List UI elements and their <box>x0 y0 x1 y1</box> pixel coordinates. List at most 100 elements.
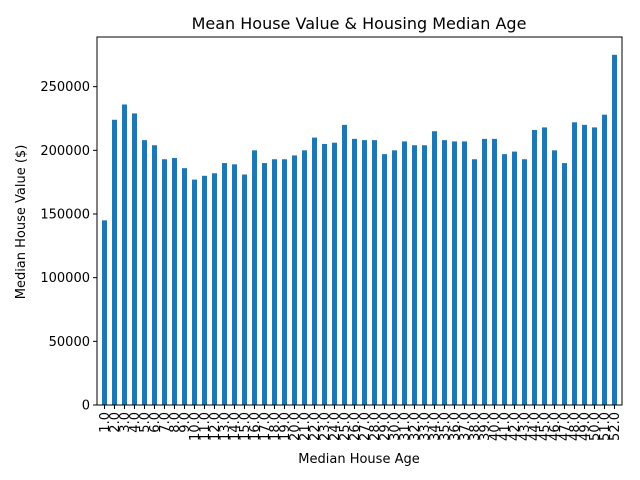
y-tick-label: 50000 <box>49 335 90 350</box>
bar-29.0 <box>382 154 387 405</box>
x-tick-label: 47.0 <box>558 412 573 441</box>
x-tick-label: 26.0 <box>348 412 363 441</box>
bar-7.0 <box>162 159 167 405</box>
x-tick-label: 22.0 <box>308 412 323 441</box>
bar-44.0 <box>532 129 537 405</box>
y-tick-label: 200000 <box>40 144 90 159</box>
bar-8.0 <box>172 157 177 405</box>
bar-43.0 <box>522 159 527 405</box>
x-tick-label: 8.0 <box>168 412 183 433</box>
bar-10.0 <box>192 179 197 405</box>
bar-2.0 <box>112 119 117 406</box>
bar-33.0 <box>422 145 427 406</box>
bar-9.0 <box>182 168 187 405</box>
bars-group <box>102 54 617 406</box>
x-tick-label: 2.0 <box>108 412 123 433</box>
x-tick-label: 1.0 <box>98 412 113 433</box>
x-tick-label: 51.0 <box>598 412 613 441</box>
x-tick-label: 23.0 <box>318 412 333 441</box>
x-tick-label: 28.0 <box>368 412 383 441</box>
x-tick-label: 21.0 <box>298 412 313 441</box>
x-tick-label: 30.0 <box>388 412 403 441</box>
bar-52.0 <box>612 54 617 405</box>
bar-28.0 <box>372 140 377 405</box>
x-tick-label: 10.0 <box>188 412 203 441</box>
chart-title: Mean House Value & Housing Median Age <box>192 14 527 33</box>
bar-51.0 <box>602 114 607 406</box>
x-tick-label: 36.0 <box>448 412 463 441</box>
bar-41.0 <box>502 154 507 405</box>
x-tick-label: 13.0 <box>218 412 233 441</box>
x-tick-label: 29.0 <box>378 412 393 441</box>
x-tick-label: 3.0 <box>118 412 133 433</box>
bar-13.0 <box>222 163 227 405</box>
bar-42.0 <box>512 151 517 405</box>
bar-11.0 <box>202 175 207 405</box>
bar-16.0 <box>252 150 257 405</box>
x-tick-label: 33.0 <box>418 412 433 441</box>
x-tick-label: 7.0 <box>158 412 173 433</box>
x-tick-label: 34.0 <box>428 412 443 441</box>
bar-26.0 <box>352 138 357 405</box>
x-tick-label: 12.0 <box>208 412 223 441</box>
bar-1.0 <box>102 220 107 405</box>
x-tick-label: 19.0 <box>278 412 293 441</box>
x-tick-label: 24.0 <box>328 412 343 441</box>
bar-14.0 <box>232 164 237 405</box>
bar-36.0 <box>452 141 457 406</box>
bar-5.0 <box>142 140 147 405</box>
x-tick-label: 16.0 <box>248 412 263 441</box>
bar-31.0 <box>402 141 407 406</box>
x-tick-label: 37.0 <box>458 412 473 441</box>
x-tick-label: 15.0 <box>238 412 253 441</box>
bar-30.0 <box>392 150 397 405</box>
bar-34.0 <box>432 131 437 406</box>
x-axis-title: Median House Age <box>298 452 419 467</box>
x-tick-label: 32.0 <box>408 412 423 441</box>
y-axis-title: Median House Value ($) <box>14 145 29 300</box>
bar-3.0 <box>122 104 127 406</box>
bar-46.0 <box>552 150 557 405</box>
plot-frame <box>96 36 623 406</box>
bar-19.0 <box>282 159 287 405</box>
x-tick-label: 45.0 <box>538 412 553 441</box>
bar-15.0 <box>242 174 247 405</box>
bar-17.0 <box>262 163 267 405</box>
bar-24.0 <box>332 142 337 405</box>
bar-47.0 <box>562 163 567 405</box>
x-tick-label: 27.0 <box>358 412 373 441</box>
x-tick-label: 39.0 <box>478 412 493 441</box>
x-tick-label: 5.0 <box>138 412 153 433</box>
x-tick-label: 18.0 <box>268 412 283 441</box>
x-tick-label: 20.0 <box>288 412 303 441</box>
y-tick-label: 150000 <box>40 208 90 223</box>
x-tick-label: 6.0 <box>148 412 163 433</box>
bar-48.0 <box>572 122 577 405</box>
y-tick-label: 250000 <box>40 80 90 95</box>
y-tick-label: 100000 <box>40 271 90 286</box>
bar-45.0 <box>542 127 547 405</box>
y-axis: 0 50000 100000 150000 200000 250000 <box>40 80 97 414</box>
bar-37.0 <box>462 141 467 406</box>
x-axis: 1.02.03.04.05.06.07.08.09.010.011.012.01… <box>98 405 623 441</box>
x-tick-label: 35.0 <box>438 412 453 441</box>
bar-50.0 <box>592 127 597 405</box>
x-tick-label: 41.0 <box>498 412 513 441</box>
x-tick-label: 25.0 <box>338 412 353 441</box>
x-tick-label: 46.0 <box>548 412 563 441</box>
bar-6.0 <box>152 145 157 406</box>
x-tick-label: 43.0 <box>518 412 533 441</box>
bar-4.0 <box>132 113 137 406</box>
x-tick-label: 17.0 <box>258 412 273 441</box>
x-tick-label: 49.0 <box>578 412 593 441</box>
x-tick-label: 44.0 <box>528 412 543 441</box>
bar-25.0 <box>342 124 347 406</box>
x-tick-label: 40.0 <box>488 412 503 441</box>
bar-39.0 <box>482 138 487 405</box>
x-tick-label: 31.0 <box>398 412 413 441</box>
x-tick-label: 11.0 <box>198 412 213 441</box>
bar-21.0 <box>302 150 307 405</box>
bar-49.0 <box>582 124 587 406</box>
